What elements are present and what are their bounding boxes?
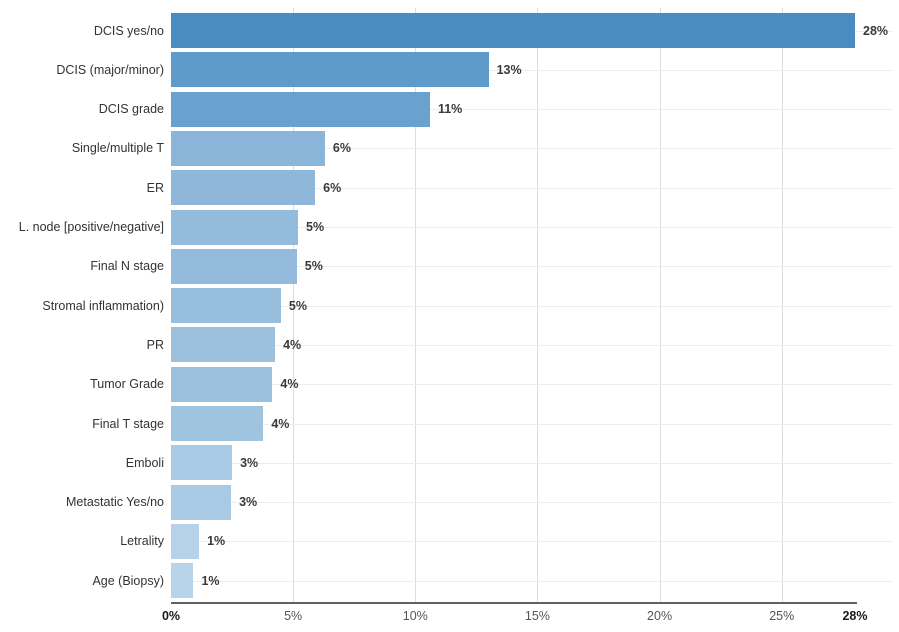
bar	[171, 445, 233, 481]
value-label: 4%	[280, 377, 299, 392]
category-label: Age (Biopsy)	[92, 573, 164, 588]
horizontal-gridline	[171, 69, 893, 71]
value-label: 5%	[306, 220, 325, 234]
vertical-gridline	[659, 8, 661, 602]
category-label: Metastatic Yes/no	[66, 495, 164, 510]
bar	[171, 248, 297, 284]
horizontal-gridline	[171, 502, 893, 504]
vertical-gridline	[537, 8, 539, 602]
horizontal-gridline	[171, 187, 893, 189]
bar	[171, 523, 200, 559]
horizontal-gridline	[171, 423, 893, 425]
value-label: 1%	[201, 573, 220, 588]
horizontal-gridline	[171, 266, 893, 268]
category-label: DCIS yes/no	[93, 23, 164, 38]
horizontal-gridline	[171, 148, 893, 150]
category-label: Final N stage	[90, 259, 164, 274]
x-tick-label: 0%	[161, 609, 181, 623]
x-axis-line	[171, 602, 857, 604]
bar	[171, 52, 489, 88]
horizontal-gridline	[171, 580, 893, 582]
horizontal-gridline	[171, 305, 893, 307]
value-label: 4%	[271, 416, 290, 431]
value-label: 3%	[239, 495, 258, 510]
bar	[171, 406, 264, 441]
category-label: Letrality	[120, 534, 164, 549]
category-label: Stromal inflammation)	[42, 298, 164, 313]
horizontal-gridline	[171, 462, 893, 464]
bar	[171, 91, 430, 127]
x-tick-label: 28%	[842, 609, 868, 623]
horizontal-gridline	[171, 227, 893, 228]
bar	[171, 366, 273, 402]
value-label: 28%	[863, 23, 889, 38]
value-label: 11%	[437, 102, 463, 117]
horizontal-gridline	[171, 109, 893, 111]
value-label: 13%	[496, 62, 522, 77]
x-tick-label: 10%	[402, 609, 428, 623]
category-label: DCIS (major/minor)	[56, 62, 164, 77]
category-label: ER	[146, 180, 164, 195]
x-tick-label: 20%	[647, 609, 673, 623]
value-label: 5%	[288, 298, 307, 313]
vertical-gridline	[293, 8, 295, 602]
category-label: Final T stage	[92, 416, 164, 431]
value-label: 6%	[323, 180, 342, 195]
x-tick-label: 15%	[524, 609, 550, 623]
x-tick-label: 5%	[284, 609, 303, 623]
value-label: 3%	[240, 455, 259, 470]
horizontal-gridline	[171, 344, 893, 346]
bar	[171, 209, 299, 245]
category-label: Tumor Grade	[90, 377, 164, 392]
bar	[171, 13, 855, 48]
value-label: 6%	[332, 141, 351, 156]
bar	[171, 563, 194, 599]
x-tick-label: 25%	[769, 609, 795, 623]
vertical-gridline	[781, 8, 783, 602]
value-label: 5%	[304, 259, 323, 274]
value-label: 1%	[207, 534, 226, 549]
category-label: L. node [positive/negative]	[18, 220, 164, 234]
bar	[171, 288, 281, 324]
bar	[171, 130, 325, 166]
vertical-gridline	[415, 8, 417, 602]
category-label: DCIS grade	[98, 102, 164, 117]
bar	[171, 170, 316, 206]
horizontal-gridline	[171, 384, 893, 386]
value-label: 4%	[283, 337, 302, 352]
category-label: PR	[146, 337, 164, 352]
category-label: Single/multiple T	[71, 141, 164, 156]
bar	[171, 484, 232, 520]
horizontal-gridline	[171, 541, 893, 543]
bar	[171, 327, 276, 363]
category-label: Emboli	[125, 455, 164, 470]
